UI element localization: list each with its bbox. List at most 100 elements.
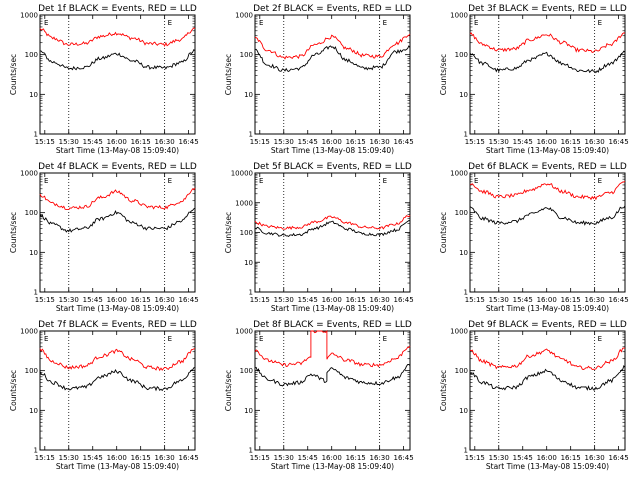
lld-series-line — [469, 32, 626, 54]
e-marker: E — [44, 335, 48, 343]
y-tick-label: 10 — [29, 249, 38, 257]
x-tick-label: 15:30 — [489, 138, 509, 146]
x-tick-label: 16:00 — [322, 138, 342, 146]
y-tick-label: 100 — [240, 229, 253, 237]
y-tick-label: 100 — [455, 51, 468, 59]
x-tick-label: 16:15 — [346, 138, 366, 146]
chart-title: Det 7f BLACK = Events, RED = LLD — [38, 320, 197, 330]
y-tick-label: 10 — [29, 91, 38, 99]
x-tick-label: 15:30 — [59, 454, 79, 462]
y-tick-label: 10000 — [231, 170, 253, 178]
x-tick-label: 16:15 — [346, 296, 366, 304]
x-axis-label: Start Time (13-May-08 15:09:40) — [486, 146, 609, 155]
y-tick-label: 1000 — [235, 328, 253, 336]
y-tick-label: 1000 — [20, 170, 38, 178]
x-tick-label: 15:15 — [250, 454, 270, 462]
lld-series-line — [39, 187, 196, 211]
x-tick-label: 16:45 — [394, 454, 414, 462]
chart-title: Det 6f BLACK = Events, RED = LLD — [468, 162, 627, 172]
x-tick-label: 16:00 — [107, 138, 127, 146]
lld-series-line — [39, 27, 196, 48]
events-series-line — [469, 205, 626, 226]
plot-frame — [469, 14, 626, 135]
e-marker: E — [474, 19, 478, 27]
plot-frame — [469, 172, 626, 293]
y-tick-label: 100 — [25, 209, 38, 217]
x-tick-label: 16:45 — [609, 296, 629, 304]
x-tick-label: 16:30 — [585, 296, 605, 304]
events-series-line — [39, 48, 196, 71]
y-tick-label: 1000 — [20, 328, 38, 336]
events-series-line — [469, 50, 626, 74]
y-tick-label: 10 — [244, 91, 253, 99]
lld-series-line — [469, 180, 626, 201]
y-tick-label: 1 — [464, 289, 468, 297]
chart-title: Det 1f BLACK = Events, RED = LLD — [38, 4, 197, 14]
e-marker: E — [598, 335, 602, 343]
chart-title: Det 2f BLACK = Events, RED = LLD — [253, 4, 412, 14]
y-tick-label: 1 — [34, 131, 38, 139]
x-tick-label: 16:15 — [131, 296, 151, 304]
x-tick-label: 16:45 — [609, 454, 629, 462]
lld-series-line — [254, 215, 411, 230]
x-tick-label: 16:30 — [155, 296, 175, 304]
e-marker: E — [383, 335, 387, 343]
x-tick-label: 16:15 — [346, 454, 366, 462]
y-axis-label: Counts/sec — [224, 54, 233, 95]
y-axis-label: Counts/sec — [224, 370, 233, 411]
events-series-line — [254, 45, 411, 73]
y-tick-label: 100 — [455, 367, 468, 375]
y-axis-label: Counts/sec — [9, 54, 18, 95]
x-axis-label: Start Time (13-May-08 15:09:40) — [56, 462, 179, 471]
y-axis-label: Counts/sec — [9, 212, 18, 253]
plot-frame — [39, 172, 196, 293]
y-tick-label: 1 — [34, 447, 38, 455]
y-axis-label: Counts/sec — [439, 370, 448, 411]
x-tick-label: 15:30 — [59, 296, 79, 304]
x-tick-label: 15:15 — [465, 296, 485, 304]
chart-title: Det 9f BLACK = Events, RED = LLD — [468, 320, 627, 330]
x-tick-label: 15:45 — [298, 296, 318, 304]
x-axis-label: Start Time (13-May-08 15:09:40) — [56, 304, 179, 313]
chart-title: Det 3f BLACK = Events, RED = LLD — [468, 4, 627, 14]
x-tick-label: 15:30 — [274, 296, 294, 304]
x-tick-label: 15:45 — [298, 454, 318, 462]
y-tick-label: 1 — [249, 289, 253, 297]
x-axis-label: Start Time (13-May-08 15:09:40) — [486, 304, 609, 313]
e-marker: E — [168, 335, 172, 343]
x-axis-label: Start Time (13-May-08 15:09:40) — [271, 146, 394, 155]
x-tick-label: 16:15 — [561, 454, 581, 462]
x-tick-label: 16:45 — [179, 454, 199, 462]
y-tick-label: 10 — [459, 407, 468, 415]
x-tick-label: 16:15 — [131, 454, 151, 462]
lld-series-line — [254, 33, 411, 60]
x-tick-label: 16:30 — [370, 454, 390, 462]
y-tick-label: 100 — [455, 209, 468, 217]
y-tick-label: 1 — [34, 289, 38, 297]
lld-series-line — [254, 329, 411, 368]
y-axis-label: Counts/sec — [224, 212, 233, 253]
y-tick-label: 1 — [249, 131, 253, 139]
e-marker: E — [168, 19, 172, 27]
x-tick-label: 15:15 — [465, 454, 485, 462]
x-tick-label: 15:15 — [250, 296, 270, 304]
x-tick-label: 15:45 — [83, 296, 103, 304]
e-marker: E — [259, 335, 263, 343]
y-tick-label: 1000 — [235, 12, 253, 20]
y-axis-label: Counts/sec — [439, 212, 448, 253]
x-axis-label: Start Time (13-May-08 15:09:40) — [56, 146, 179, 155]
y-tick-label: 1000 — [235, 199, 253, 207]
y-tick-label: 1 — [464, 131, 468, 139]
x-tick-label: 16:30 — [585, 454, 605, 462]
chart-title: Det 4f BLACK = Events, RED = LLD — [38, 162, 197, 172]
x-tick-label: 15:15 — [35, 296, 55, 304]
x-tick-label: 16:00 — [537, 138, 557, 146]
y-tick-label: 1000 — [450, 328, 468, 336]
x-tick-label: 16:30 — [370, 296, 390, 304]
plot-frame — [39, 14, 196, 135]
